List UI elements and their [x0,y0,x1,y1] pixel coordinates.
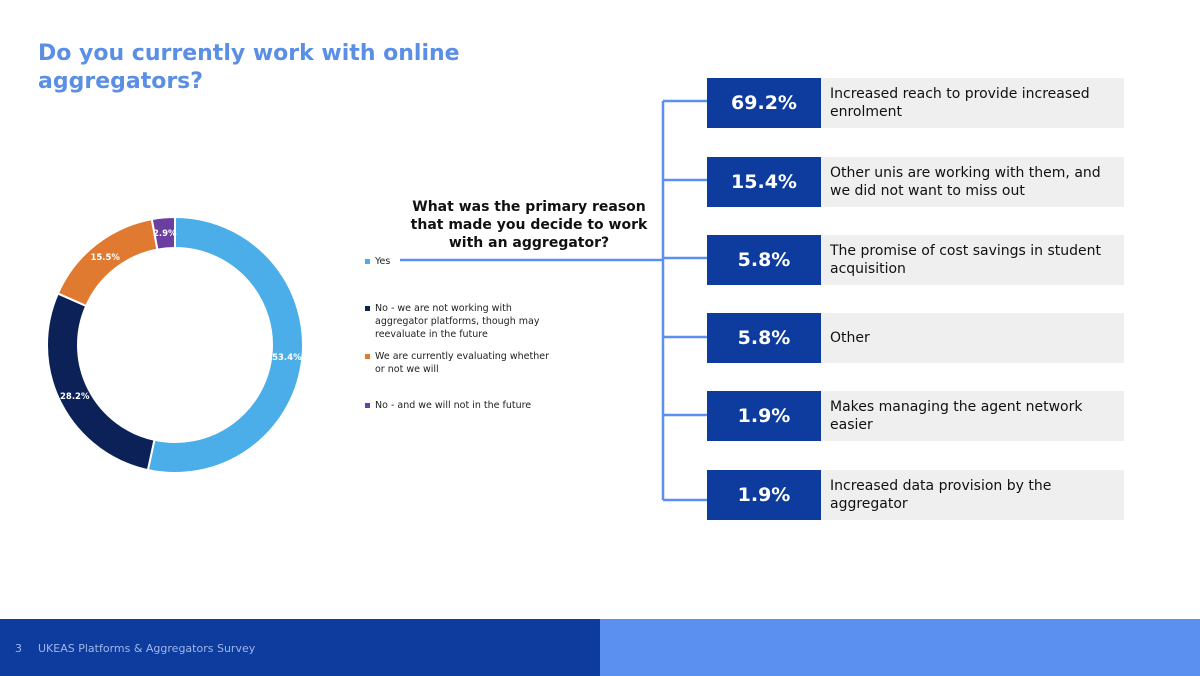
legend-swatch [365,354,370,359]
donut-data-label: 53.4% [272,353,302,363]
legend-item-yes: Yes [365,255,555,268]
footer-bar-left [0,619,600,676]
donut-data-label: 15.5% [90,253,120,263]
reason-label: Makes managing the agent network easier [821,391,1124,441]
reason-label: Increased reach to provide increased enr… [821,78,1124,128]
reason-row-6: 1.9% Increased data provision by the agg… [707,470,1124,520]
reason-percent: 69.2% [707,78,821,128]
legend-label: Yes [375,256,391,267]
reason-label: Other unis are working with them, and we… [821,157,1124,207]
donut-chart: 53.4% 28.2% 15.5% 2.9% [46,215,304,474]
footer-page-number: 3 [15,642,22,655]
footer-bar-right [600,619,1200,676]
legend-label: No - and we will not in the future [375,400,532,411]
legend-label: No - we are not working with aggregator … [375,303,540,340]
donut-data-label: 2.9% [153,229,177,239]
legend-item-no-may-reevaluate: No - we are not working with aggregator … [365,302,555,341]
reason-row-2: 15.4% Other unis are working with them, … [707,157,1124,207]
reason-row-5: 1.9% Makes managing the agent network ea… [707,391,1124,441]
reason-row-1: 69.2% Increased reach to provide increas… [707,78,1124,128]
reason-percent: 5.8% [707,235,821,285]
reason-percent: 1.9% [707,391,821,441]
legend-swatch [365,259,370,264]
reason-label: The promise of cost savings in student a… [821,235,1124,285]
donut-data-label: 28.2% [60,392,90,402]
reason-percent: 5.8% [707,313,821,363]
reason-row-3: 5.8% The promise of cost savings in stud… [707,235,1124,285]
reason-label: Increased data provision by the aggregat… [821,470,1124,520]
reason-row-4: 5.8% Other [707,313,1124,363]
legend-label: We are currently evaluating whether or n… [375,351,549,375]
reason-question: What was the primary reason that made yo… [410,199,648,251]
donut-slice-no-may-reevaluate [46,292,156,472]
legend-item-no-never: No - and we will not in the future [365,399,555,412]
donut-slice-yes [146,215,304,474]
reason-percent: 1.9% [707,470,821,520]
reason-label: Other [821,313,1124,363]
legend-swatch [365,403,370,408]
donut-slice-no-never [150,215,176,251]
legend-swatch [365,306,370,311]
legend-item-evaluating: We are currently evaluating whether or n… [365,350,555,376]
footer-title: UKEAS Platforms & Aggregators Survey [38,642,256,655]
reason-percent: 15.4% [707,157,821,207]
page-title: Do you currently work with online aggreg… [38,41,460,94]
